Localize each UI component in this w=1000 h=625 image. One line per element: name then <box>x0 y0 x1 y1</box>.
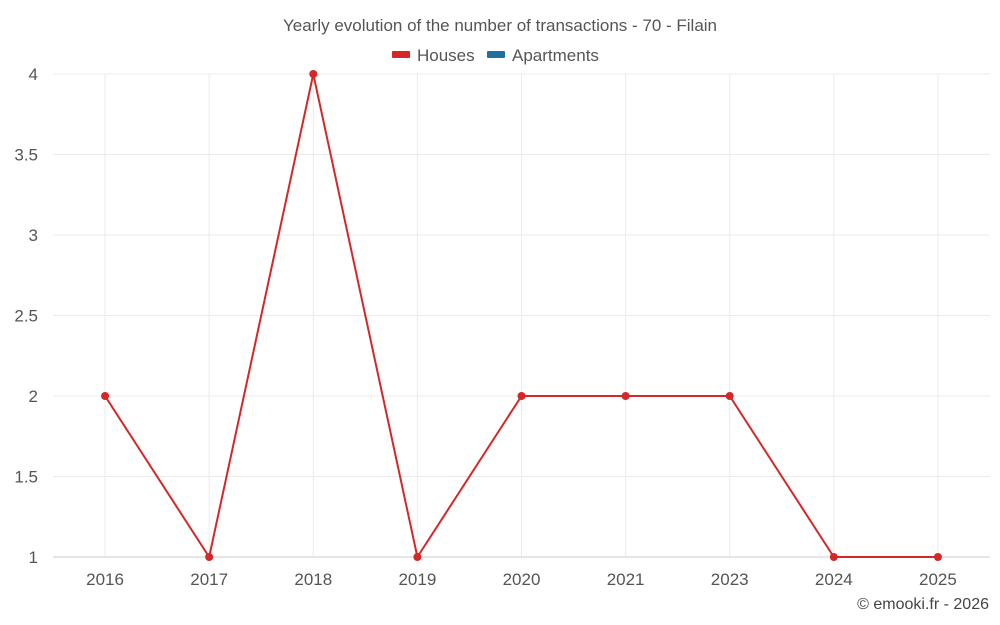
data-point-houses[interactable] <box>517 392 526 400</box>
y-tick-label: 2 <box>29 387 38 406</box>
x-tick-label: 2019 <box>398 570 436 589</box>
data-point-houses[interactable] <box>101 392 110 400</box>
x-tick-label: 2017 <box>190 570 228 589</box>
data-point-houses[interactable] <box>829 553 838 561</box>
y-axis: 1 1.5 2 2.5 3 3.5 4 <box>14 65 38 567</box>
data-point-houses[interactable] <box>205 553 214 561</box>
x-tick-label: 2016 <box>86 570 124 589</box>
data-point-houses[interactable] <box>413 553 422 561</box>
data-point-houses[interactable] <box>621 392 630 400</box>
legend-item-houses[interactable]: Houses <box>392 46 475 65</box>
legend: Houses Apartments <box>392 46 599 65</box>
x-tick-label: 2024 <box>815 570 853 589</box>
y-tick-label: 1 <box>29 548 38 567</box>
y-tick-label: 2.5 <box>14 307 38 326</box>
data-point-houses[interactable] <box>725 392 734 400</box>
data-point-houses[interactable] <box>933 553 942 561</box>
y-tick-label: 3.5 <box>14 146 38 165</box>
x-tick-label: 2025 <box>919 570 957 589</box>
series-houses <box>101 70 942 561</box>
y-tick-label: 4 <box>29 65 38 84</box>
y-tick-label: 1.5 <box>14 468 38 487</box>
legend-item-apartments[interactable]: Apartments <box>487 46 599 65</box>
x-axis: 2016 2017 2018 2019 2020 2021 2023 2024 2025 <box>53 556 990 589</box>
legend-label-apartments: Apartments <box>512 46 599 65</box>
x-tick-label: 2018 <box>294 570 332 589</box>
y-tick-label: 3 <box>29 226 38 245</box>
data-point-houses[interactable] <box>309 70 318 78</box>
x-tick-label: 2021 <box>607 570 645 589</box>
x-tick-label: 2023 <box>711 570 749 589</box>
x-tick-label: 2020 <box>503 570 541 589</box>
credit-text: © emooki.fr - 2026 <box>857 596 989 613</box>
grid <box>53 73 990 558</box>
chart-title: Yearly evolution of the number of transa… <box>283 16 717 35</box>
legend-swatch-apartments <box>487 51 505 58</box>
legend-label-houses: Houses <box>417 46 475 65</box>
legend-swatch-houses <box>392 51 410 58</box>
